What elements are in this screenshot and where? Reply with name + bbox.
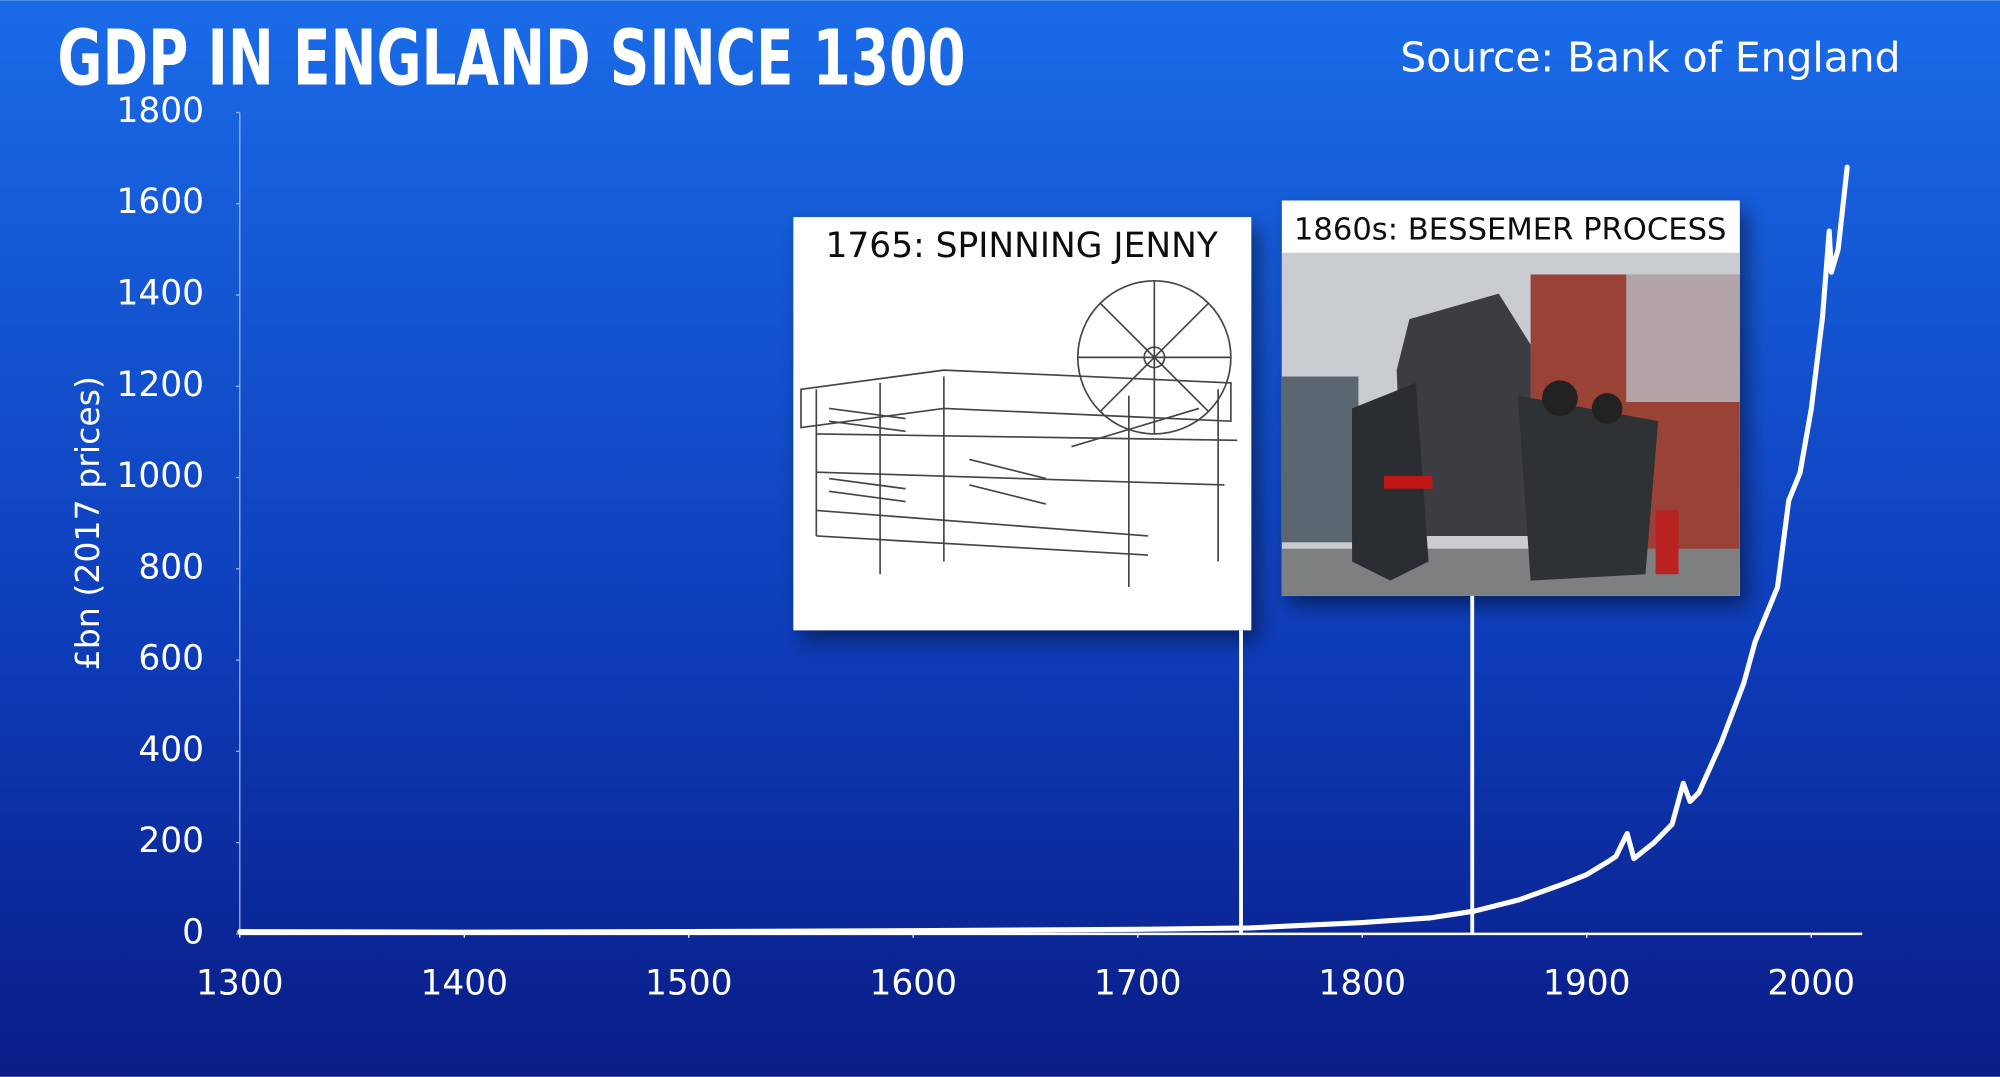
- x-tick-label: 1500: [645, 963, 733, 1003]
- x-tick-label: 1400: [420, 963, 508, 1003]
- y-tick-label: 400: [138, 730, 204, 770]
- y-tick-label: 1200: [116, 365, 204, 405]
- y-tick-label: 1800: [116, 91, 204, 131]
- x-tick-label: 1900: [1543, 963, 1631, 1003]
- data-line: [237, 164, 1850, 935]
- annotation-box: 1860s: BESSEMER PROCESS: [1281, 200, 1740, 596]
- y-tick-label: 1000: [116, 456, 204, 496]
- x-tick-label: 1300: [196, 963, 284, 1003]
- x-tick-label: 1600: [869, 963, 957, 1003]
- x-tick-label: 1700: [1094, 963, 1182, 1003]
- x-tick-label: 2000: [1767, 963, 1855, 1003]
- y-tick-label: 600: [138, 639, 204, 679]
- y-tick-label: 0: [182, 912, 204, 952]
- annotation-box: 1765: SPINNING JENNY: [793, 217, 1252, 631]
- source: Source: Bank of England: [1400, 34, 1900, 82]
- x-tick-label: 1800: [1318, 963, 1406, 1003]
- annotation-label: 1860s: BESSEMER PROCESS: [1294, 213, 1727, 248]
- annotation-label: 1765: SPINNING JENNY: [826, 226, 1219, 266]
- y-tick-label: 800: [138, 547, 204, 587]
- chart-title: GDP IN ENGLAND SINCE 1300: [57, 14, 965, 103]
- y-axis-label: £bn (2017 prices): [68, 376, 107, 670]
- y-tick-label: 1400: [116, 274, 204, 314]
- y-tick-label: 200: [138, 821, 204, 861]
- y-tick-label: 1600: [116, 182, 204, 222]
